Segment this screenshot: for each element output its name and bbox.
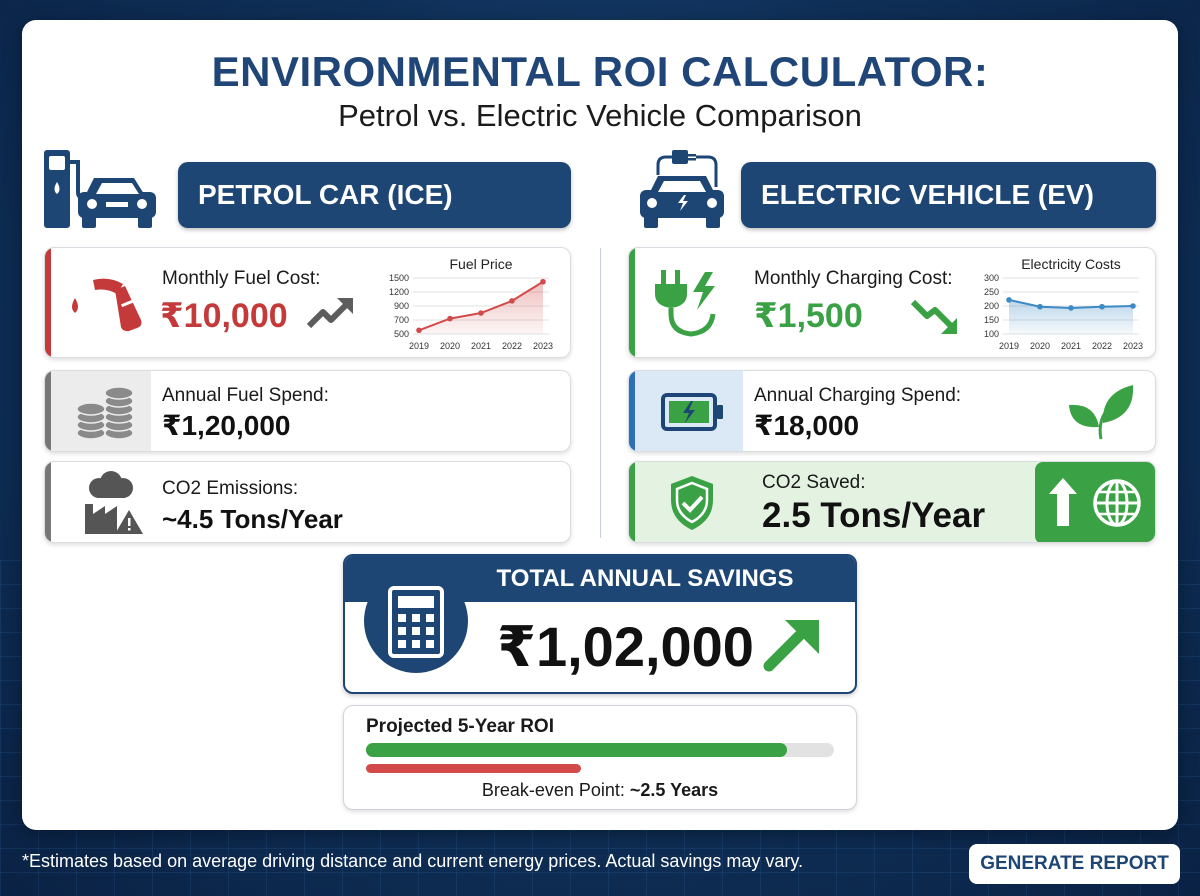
chart-x-tick: 2023	[1123, 341, 1143, 351]
ev-monthly-value: ₹1,500	[754, 297, 863, 335]
card-accent	[45, 371, 51, 451]
roi-card: Projected 5-Year ROI Break-even Point: ~…	[343, 705, 857, 810]
chart-data-point	[1099, 303, 1105, 310]
card-accent	[45, 462, 51, 542]
ev-progress-bar	[366, 743, 788, 757]
ev-co2-value: 2.5 Tons/Year	[762, 496, 986, 535]
petrol-progress-track	[366, 764, 834, 773]
chart-x-tick: 2022	[1092, 341, 1112, 351]
leaf-icon	[1069, 385, 1134, 440]
chart-y-tick: 1200	[389, 287, 409, 297]
chart-x-tick: 2020	[440, 341, 460, 351]
card-accent	[629, 248, 635, 357]
ev-header: ELECTRIC VEHICLE (EV)	[741, 162, 1156, 228]
total-savings-card: TOTAL ANNUAL SAVINGS ₹1,02,000	[343, 554, 857, 694]
generate-report-button[interactable]: GENERATE REPORT	[969, 844, 1180, 884]
chart-data-point	[1037, 303, 1043, 310]
chart-data-point	[478, 310, 484, 316]
ev-monthly-label: Monthly Charging Cost:	[754, 268, 953, 289]
shield-check-icon	[671, 476, 713, 530]
ev-co2-label: CO2 Saved:	[762, 472, 866, 493]
chart-y-tick: 250	[984, 287, 999, 297]
petrol-progress-bar	[366, 764, 582, 773]
ev-annual-card: Annual Charging Spend: ₹18,000	[628, 370, 1156, 452]
ev-monthly-card: Monthly Charging Cost: ₹1,500 Electricit…	[628, 247, 1156, 358]
breakeven-text: Break-even Point: ~2.5 Years	[344, 780, 856, 801]
chart-data-point	[540, 278, 546, 285]
chart-data-point	[416, 327, 422, 334]
chart-data-point	[1006, 297, 1012, 303]
petrol-co2-value: ~4.5 Tons/Year	[162, 504, 343, 534]
chart-data-point	[447, 315, 453, 322]
petrol-co2-card: CO2 Emissions: ~4.5 Tons/Year	[44, 461, 571, 543]
ev-progress-track	[366, 743, 834, 757]
chart-y-tick: 150	[984, 315, 999, 325]
page-title: ENVIRONMENTAL ROI CALCULATOR:	[211, 48, 989, 95]
chart-title: Electricity Costs	[1021, 256, 1121, 272]
chart-y-tick: 200	[984, 301, 999, 311]
chart-x-tick: 2021	[471, 341, 491, 351]
chart-title: Fuel Price	[449, 256, 512, 272]
petrol-annual-card: Annual Fuel Spend: ₹1,20,000	[44, 370, 571, 452]
arrow-up-right-green-icon	[763, 620, 819, 672]
calculator-icon	[364, 569, 468, 673]
card-accent	[629, 371, 635, 451]
footnote: *Estimates based on average driving dist…	[22, 851, 804, 871]
chart-x-tick: 2019	[409, 341, 429, 351]
breakeven-label: Break-even Point:	[481, 780, 625, 800]
chart-data-point	[509, 298, 515, 304]
chart-data-point	[1068, 305, 1074, 311]
petrol-annual-label: Annual Fuel Spend:	[162, 385, 329, 406]
petrol-monthly-card: Monthly Fuel Cost: ₹10,000 Fuel Price 150…	[44, 247, 571, 358]
chart-x-tick: 2020	[1030, 341, 1050, 351]
chart-y-tick: 700	[394, 315, 409, 325]
petrol-co2-label: CO2 Emissions:	[162, 478, 299, 499]
card-accent	[45, 248, 51, 357]
chart-y-tick: 100	[984, 329, 999, 339]
battery-charging-icon	[661, 393, 723, 431]
ev-co2-card: CO2 Saved: 2.5 Tons/Year	[628, 461, 1156, 543]
chart-area	[419, 281, 543, 334]
card-accent	[629, 462, 635, 542]
chart-y-tick: 300	[984, 273, 999, 283]
total-savings-value: ₹1,02,000	[497, 615, 754, 678]
plug-lightning-icon	[655, 270, 716, 337]
trend-up-gray-icon	[307, 298, 353, 329]
ev-annual-label: Annual Charging Spend:	[754, 385, 962, 406]
chart-x-tick: 2021	[1061, 341, 1081, 351]
petrol-header: PETROL CAR (ICE)	[178, 162, 571, 228]
ev-car-plug-icon	[640, 150, 724, 228]
fuel-pump-car-icon	[44, 150, 156, 228]
breakeven-value: ~2.5 Years	[629, 780, 719, 800]
fuel-nozzle-icon	[72, 278, 142, 332]
ev-annual-value: ₹18,000	[754, 410, 860, 441]
chart-x-tick: 2022	[502, 341, 522, 351]
chart-y-tick: 900	[394, 301, 409, 311]
roi-label: Projected 5-Year ROI	[366, 716, 554, 737]
chart-x-tick: 2023	[533, 341, 553, 351]
chart-y-tick: 1500	[389, 273, 409, 283]
arrow-up-globe-icon	[1049, 478, 1141, 527]
chart-x-tick: 2019	[999, 341, 1019, 351]
petrol-annual-value: ₹1,20,000	[162, 410, 291, 441]
petrol-monthly-value: ₹10,000	[160, 297, 288, 335]
trend-down-green-icon	[911, 299, 957, 334]
petrol-monthly-label: Monthly Fuel Cost:	[162, 268, 321, 289]
coin-stack-icon	[76, 386, 134, 440]
column-divider	[600, 248, 601, 538]
chart-data-point	[1130, 303, 1136, 309]
page-subtitle: Petrol vs. Electric Vehicle Comparison	[338, 98, 862, 133]
factory-pollution-icon	[85, 471, 143, 534]
chart-y-tick: 500	[394, 329, 409, 339]
